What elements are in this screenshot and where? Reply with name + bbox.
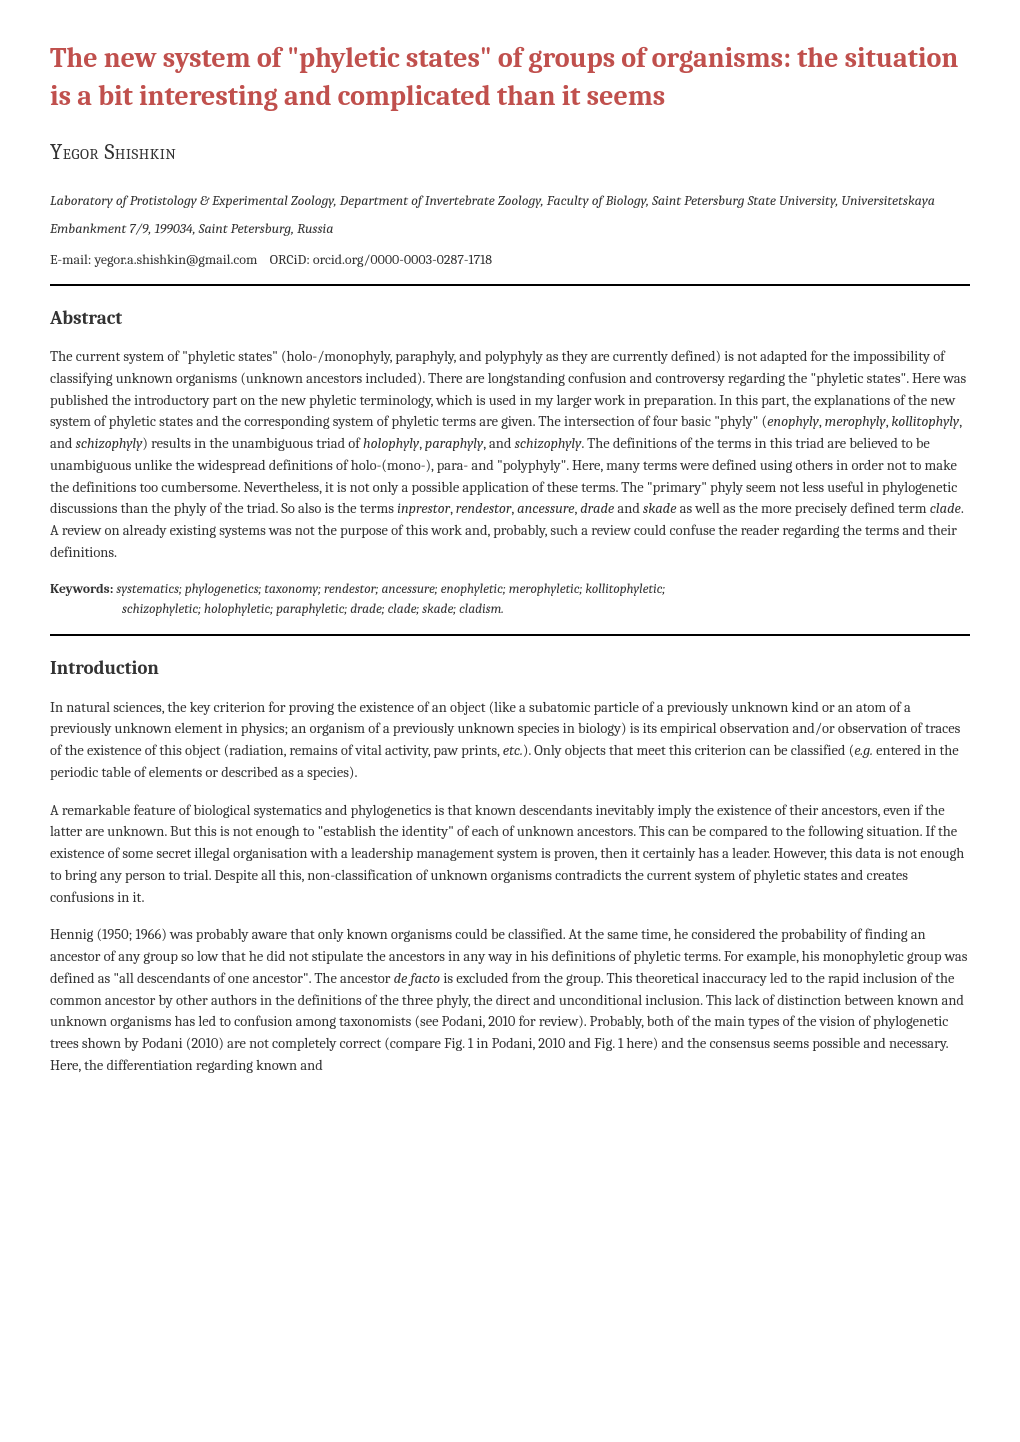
abstract-heading: Abstract bbox=[50, 304, 970, 333]
paper-title: The new system of "phyletic states" of g… bbox=[50, 40, 970, 116]
email-label: E-mail: bbox=[50, 251, 91, 268]
divider-top bbox=[50, 284, 970, 286]
intro-paragraph: Hennig (1950; 1966) was probably aware t… bbox=[50, 924, 970, 1076]
intro-paragraph: In natural sciences, the key criterion f… bbox=[50, 697, 970, 784]
orcid-value: orcid.org/0000-0003-0287-1718 bbox=[313, 251, 492, 268]
keywords-line2: schizophyletic; holophyletic; paraphylet… bbox=[50, 600, 970, 620]
divider-bottom bbox=[50, 634, 970, 636]
intro-paragraph: A remarkable feature of biological syste… bbox=[50, 800, 970, 909]
keywords-block: Keywords: systematics; phylogenetics; ta… bbox=[50, 580, 970, 621]
author-contact: E-mail: yegor.a.shishkin@gmail.com ORCiD… bbox=[50, 249, 970, 270]
email-value: yegor.a.shishkin@gmail.com bbox=[94, 251, 257, 268]
author-name: Yegor Shishkin bbox=[50, 136, 970, 169]
keywords-line1: systematics; phylogenetics; taxonomy; re… bbox=[116, 582, 665, 597]
orcid-label: ORCiD: bbox=[270, 251, 310, 268]
author-affiliation: Laboratory of Protistology & Experimenta… bbox=[50, 187, 970, 243]
introduction-heading: Introduction bbox=[50, 654, 970, 683]
keywords-label: Keywords: bbox=[50, 582, 113, 597]
abstract-body: The current system of "phyletic states" … bbox=[50, 346, 970, 564]
